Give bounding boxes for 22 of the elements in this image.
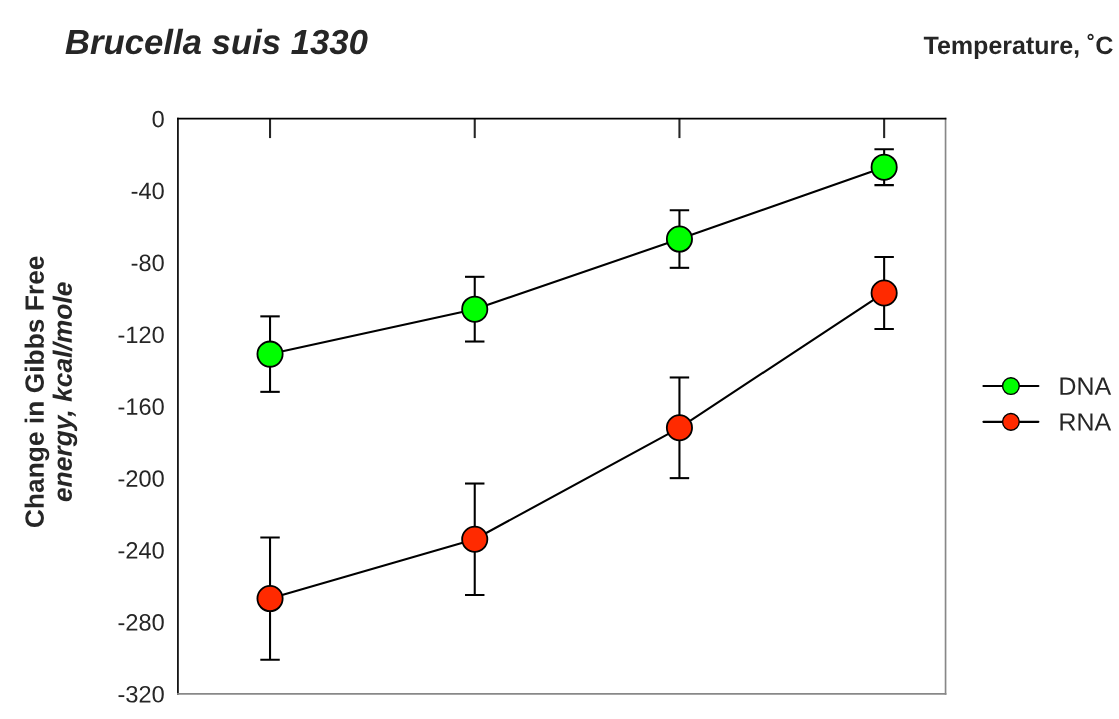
x-axis-title: Temperature, ˚C [923,33,1113,60]
chart-title: Brucella suis 1330 [65,28,368,55]
point [870,279,898,307]
y-tick-label: -280 [118,614,164,631]
point [461,295,489,323]
point [256,340,284,368]
y-tick-label: -240 [118,542,164,559]
y-tick-label: -80 [131,254,164,272]
legend-label: RNA [1060,413,1112,431]
point [870,153,898,181]
point [665,414,693,442]
point [256,585,284,613]
legend-label: DNA [1060,377,1112,395]
y-tick-label: 0 [152,110,164,128]
point [665,225,693,253]
y-axis-title: Change in Gibbs Free energy, kcal/mole [24,256,78,528]
point [461,525,489,553]
y-tick-label: -160 [118,398,164,416]
y-tick-label: -320 [118,685,164,703]
y-tick-label: -120 [118,326,164,344]
y-tick-label: -40 [131,182,164,200]
y-tick-label: -200 [118,470,164,487]
